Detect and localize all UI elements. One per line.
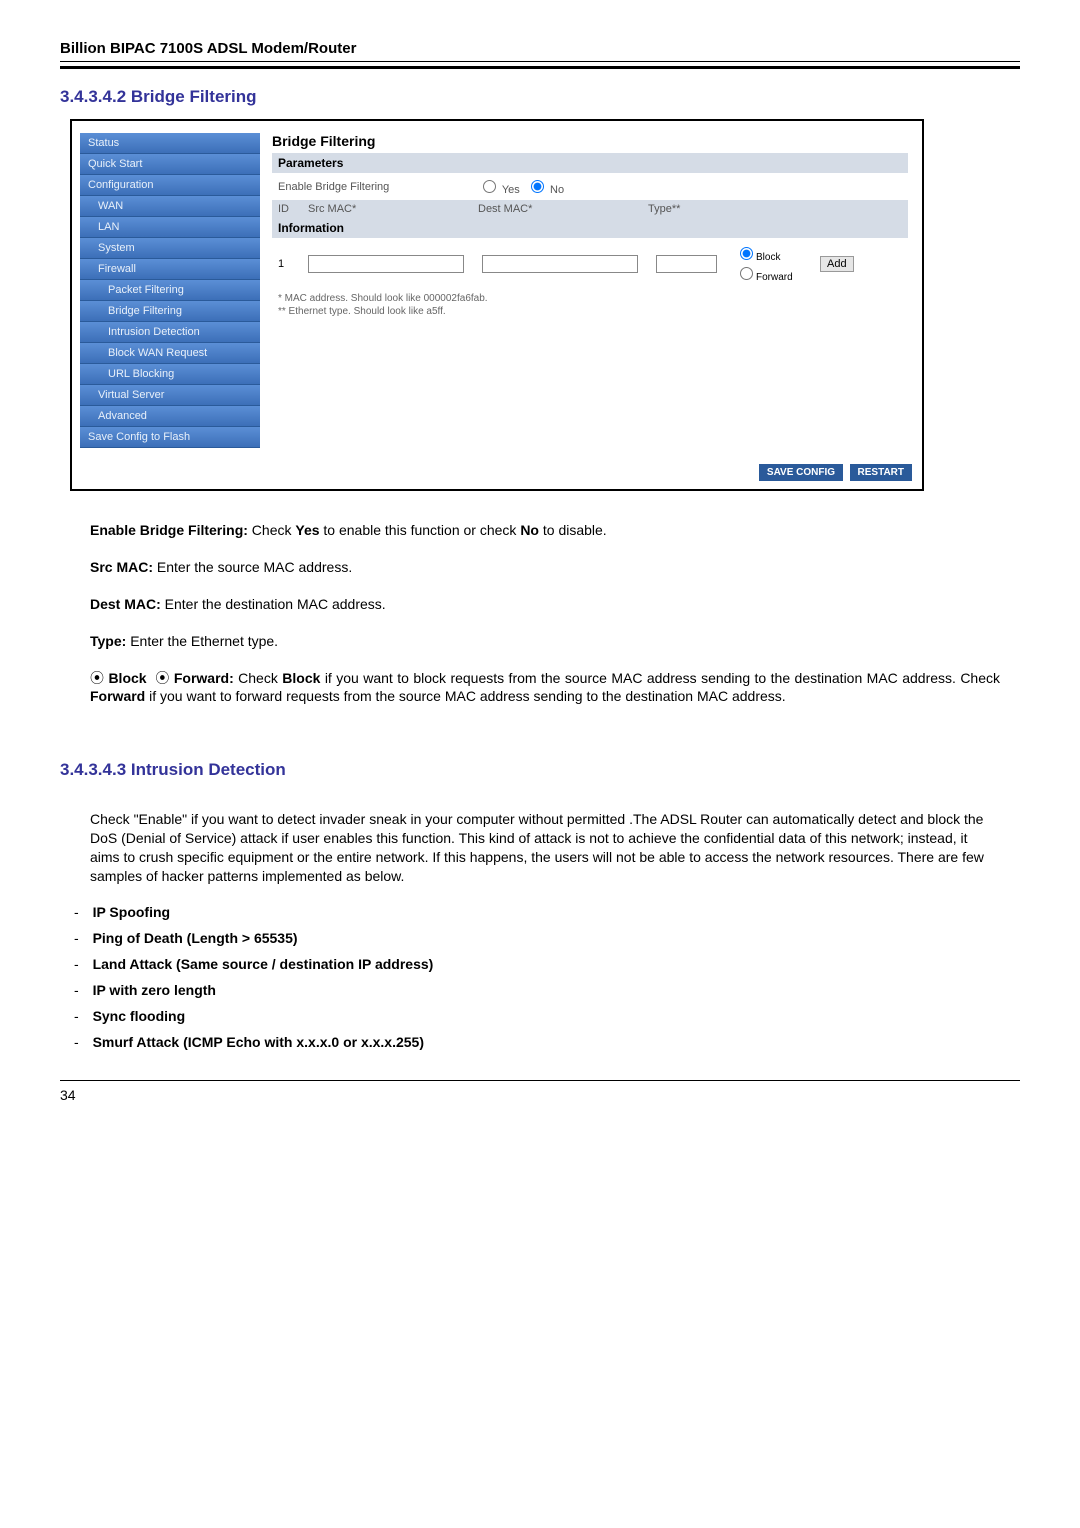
dest-mac-input[interactable]: [482, 255, 638, 273]
sidebar-item-blockwanrequest[interactable]: Block WAN Request: [80, 343, 260, 364]
row-id: 1: [278, 258, 308, 270]
sidebar-item-virtualserver[interactable]: Virtual Server: [80, 385, 260, 406]
sidebar-item-packetfiltering[interactable]: Packet Filtering: [80, 280, 260, 301]
hacker-list: IP Spoofing Ping of Death (Length > 6553…: [74, 904, 1020, 1050]
sidebar-item-quickstart[interactable]: Quick Start: [80, 154, 260, 175]
yes-label: Yes: [502, 184, 520, 196]
hr-top: [60, 61, 1020, 62]
radio-forward[interactable]: [740, 267, 753, 280]
enable-row: Enable Bridge Filtering Yes No: [272, 173, 908, 200]
footnote: * MAC address. Should look like 000002fa…: [272, 290, 908, 328]
radio-no[interactable]: [531, 180, 544, 193]
type-input[interactable]: [656, 255, 717, 273]
info-row: 1 Block Forward Add: [272, 238, 908, 290]
parameters-header: Parameters: [272, 153, 908, 173]
sidebar: Status Quick Start Configuration WAN LAN…: [80, 133, 260, 448]
hr-bottom: [60, 1080, 1020, 1081]
save-config-button[interactable]: SAVE CONFIG: [759, 464, 843, 481]
def-dest: Dest MAC: Enter the destination MAC addr…: [90, 595, 1000, 614]
def-type: Type: Enter the Ethernet type.: [90, 632, 1000, 651]
sidebar-item-advanced[interactable]: Advanced: [80, 406, 260, 427]
sidebar-item-wan[interactable]: WAN: [80, 196, 260, 217]
sidebar-item-configuration[interactable]: Configuration: [80, 175, 260, 196]
footnote-1: * MAC address. Should look like 000002fa…: [278, 293, 488, 304]
panel-title: Bridge Filtering: [272, 133, 908, 149]
col-id: ID: [278, 203, 308, 215]
information-header: Information: [272, 218, 908, 238]
hacker-item: IP Spoofing: [74, 904, 1020, 920]
col-src: Src MAC*: [308, 203, 478, 215]
router-screenshot: Status Quick Start Configuration WAN LAN…: [70, 119, 924, 491]
section-bridge-heading: 3.4.3.4.2 Bridge Filtering: [60, 87, 1020, 107]
page-number: 34: [60, 1087, 1020, 1103]
block-forward-radios: Block Forward: [735, 244, 820, 284]
content-area: Bridge Filtering Parameters Enable Bridg…: [260, 133, 908, 448]
restart-button[interactable]: RESTART: [850, 464, 912, 481]
add-button[interactable]: Add: [820, 256, 854, 272]
enable-radios: Yes No: [478, 177, 564, 196]
section-intrusion-heading: 3.4.3.4.3 Intrusion Detection: [60, 760, 1020, 780]
sidebar-item-saveconfig[interactable]: Save Config to Flash: [80, 427, 260, 448]
sidebar-item-urlblocking[interactable]: URL Blocking: [80, 364, 260, 385]
definitions-block: Enable Bridge Filtering: Check Yes to en…: [90, 521, 1000, 706]
hacker-item: IP with zero length: [74, 982, 1020, 998]
enable-label: Enable Bridge Filtering: [278, 181, 478, 193]
no-label: No: [550, 184, 564, 196]
columns-header: ID Src MAC* Dest MAC* Type**: [272, 200, 908, 218]
sidebar-item-bridgefiltering[interactable]: Bridge Filtering: [80, 301, 260, 322]
intrusion-block: Check "Enable" if you want to detect inv…: [90, 810, 1000, 886]
hacker-item: Smurf Attack (ICMP Echo with x.x.x.0 or …: [74, 1034, 1020, 1050]
radio-yes[interactable]: [483, 180, 496, 193]
forward-label: Forward: [756, 272, 793, 283]
col-type: Type**: [648, 203, 728, 215]
hacker-item: Ping of Death (Length > 65535): [74, 930, 1020, 946]
def-block-forward: ⦿ Block ⦿ Forward: Check Block if you wa…: [90, 669, 1000, 707]
doc-title: Billion BIPAC 7100S ADSL Modem/Router: [60, 40, 1020, 57]
def-enable: Enable Bridge Filtering: Check Yes to en…: [90, 521, 1000, 540]
hacker-item: Sync flooding: [74, 1008, 1020, 1024]
footer-buttons: SAVE CONFIG RESTART: [72, 456, 922, 489]
src-mac-input[interactable]: [308, 255, 464, 273]
sidebar-item-system[interactable]: System: [80, 238, 260, 259]
sidebar-item-intrusiondetection[interactable]: Intrusion Detection: [80, 322, 260, 343]
radio-block[interactable]: [740, 247, 753, 260]
sidebar-item-firewall[interactable]: Firewall: [80, 259, 260, 280]
col-dest: Dest MAC*: [478, 203, 648, 215]
hr-thick: [60, 66, 1020, 69]
sidebar-item-status[interactable]: Status: [80, 133, 260, 154]
def-src: Src MAC: Enter the source MAC address.: [90, 558, 1000, 577]
hacker-item: Land Attack (Same source / destination I…: [74, 956, 1020, 972]
sidebar-item-lan[interactable]: LAN: [80, 217, 260, 238]
block-label: Block: [756, 252, 780, 263]
intrusion-text: Check "Enable" if you want to detect inv…: [90, 810, 1000, 886]
footnote-2: ** Ethernet type. Should look like a5ff.: [278, 306, 446, 317]
